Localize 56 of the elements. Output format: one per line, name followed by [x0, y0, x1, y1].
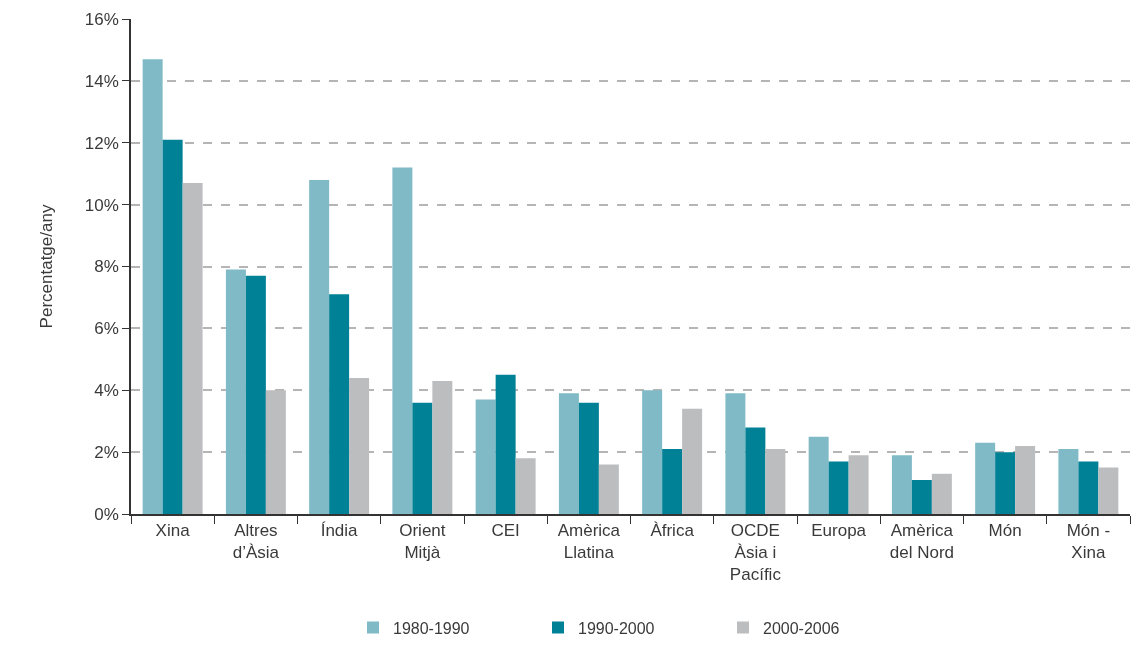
bar	[392, 167, 413, 514]
bar	[828, 461, 849, 514]
bar	[642, 390, 663, 514]
bar	[578, 402, 599, 514]
legend-label: 1980-1990	[393, 619, 470, 637]
bar	[412, 402, 433, 514]
x-tick-label: Índia	[320, 521, 359, 541]
legend-label: 2000-2006	[763, 619, 840, 637]
bar	[995, 452, 1016, 514]
bar	[245, 275, 266, 514]
y-tick-label: 10%	[84, 195, 119, 215]
bar	[598, 464, 619, 514]
bar	[309, 179, 330, 514]
bar	[745, 427, 766, 514]
bar	[911, 479, 932, 514]
bar	[515, 458, 536, 514]
bar	[475, 399, 496, 514]
x-tick-label: Àfrica	[650, 521, 695, 541]
x-tick-label: Món - Xina	[1066, 521, 1111, 563]
x-tick-label: Altres d’Àsia	[232, 521, 280, 563]
y-tick-label: 6%	[94, 319, 119, 339]
bar	[329, 294, 350, 514]
bar	[682, 408, 703, 514]
bar	[1058, 449, 1079, 514]
bar	[891, 455, 912, 514]
bar	[1078, 461, 1099, 514]
bar	[975, 442, 996, 514]
y-tick-label: 8%	[94, 257, 119, 277]
x-tick-label: Món	[988, 521, 1022, 541]
y-tick-label: 16%	[84, 9, 119, 29]
bar	[432, 380, 453, 514]
bar	[1098, 467, 1119, 514]
y-tick-label: 14%	[84, 71, 119, 91]
bar	[848, 455, 869, 514]
bar	[142, 59, 163, 514]
x-tick-label: Orient Mitjà	[399, 521, 446, 563]
x-tick-label: OCDE Àsia i Pacífic	[729, 521, 782, 585]
x-tick-label: Europa	[811, 521, 867, 541]
x-tick-label: Amèrica Llatina	[557, 521, 621, 563]
bar	[162, 139, 183, 514]
bar	[662, 449, 683, 514]
x-tick-label: Amèrica del Nord	[889, 521, 955, 563]
bar	[225, 269, 246, 514]
x-tick-label: Xina	[155, 521, 191, 541]
bar	[495, 374, 516, 514]
bar	[931, 473, 952, 514]
y-tick-label: 2%	[94, 443, 119, 463]
bar	[808, 436, 829, 514]
bar	[558, 393, 579, 514]
x-tick-label: CEI	[491, 521, 520, 541]
y-tick-label: 12%	[84, 133, 119, 153]
legend-label: 1990-2000	[578, 619, 655, 637]
bar	[725, 393, 746, 514]
y-tick-label: 4%	[94, 381, 119, 401]
y-axis-title: Percentatge/any	[36, 204, 56, 329]
y-tick-label: 0%	[94, 504, 119, 524]
